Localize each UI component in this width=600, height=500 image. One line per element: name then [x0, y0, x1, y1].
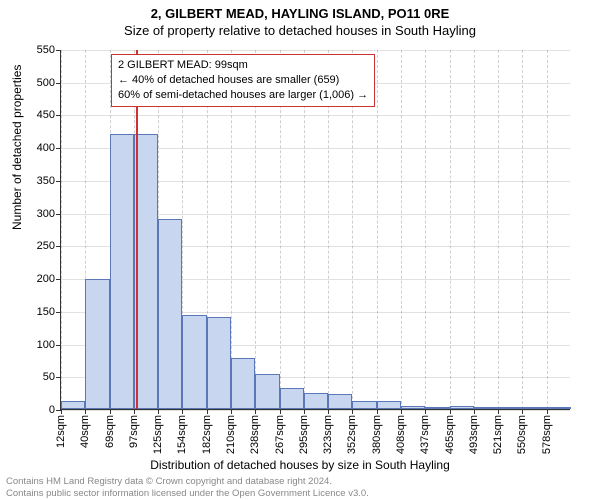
histogram-bar — [328, 394, 352, 409]
gridline-v — [377, 50, 378, 409]
annotation-line: 2 GILBERT MEAD: 99sqm — [118, 58, 368, 73]
footer-line-2: Contains public sector information licen… — [6, 488, 369, 499]
xtick-mark — [304, 409, 305, 414]
xtick-label: 267sqm — [274, 415, 286, 454]
xtick-label: 125sqm — [152, 415, 164, 454]
xtick-label: 323sqm — [322, 415, 334, 454]
ytick-label: 50 — [43, 371, 55, 383]
xtick-label: 578sqm — [541, 415, 553, 454]
ytick-label: 150 — [37, 306, 55, 318]
xtick-mark — [61, 409, 62, 414]
gridline-v — [474, 50, 475, 409]
xtick-label: 154sqm — [176, 415, 188, 454]
xtick-mark — [401, 409, 402, 414]
ytick-label: 500 — [37, 77, 55, 89]
xtick-mark — [134, 409, 135, 414]
gridline-v — [498, 50, 499, 409]
xtick-label: 550sqm — [516, 415, 528, 454]
histogram-bar — [450, 406, 474, 409]
xtick-mark — [498, 409, 499, 414]
ytick-label: 200 — [37, 273, 55, 285]
histogram-bar — [61, 401, 85, 409]
x-axis-label: Distribution of detached houses by size … — [0, 458, 600, 472]
annotation-box: 2 GILBERT MEAD: 99sqm← 40% of detached h… — [111, 54, 375, 107]
xtick-label: 40sqm — [79, 415, 91, 448]
xtick-label: 521sqm — [492, 415, 504, 454]
ytick-label: 450 — [37, 109, 55, 121]
xtick-label: 437sqm — [419, 415, 431, 454]
xtick-label: 182sqm — [201, 415, 213, 454]
histogram-bar — [401, 406, 425, 409]
xtick-label: 352sqm — [346, 415, 358, 454]
y-axis-label: Number of detached properties — [10, 65, 24, 230]
gridline-h — [61, 410, 570, 411]
xtick-mark — [280, 409, 281, 414]
histogram-bar — [352, 401, 376, 409]
histogram-bar — [231, 358, 255, 409]
gridline-v — [450, 50, 451, 409]
xtick-mark — [425, 409, 426, 414]
xtick-label: 210sqm — [225, 415, 237, 454]
histogram-bar — [207, 317, 231, 409]
xtick-mark — [231, 409, 232, 414]
histogram-bar — [498, 407, 522, 409]
xtick-label: 12sqm — [55, 415, 67, 448]
xtick-mark — [255, 409, 256, 414]
gridline-v — [425, 50, 426, 409]
annotation-line: ← 40% of detached houses are smaller (65… — [118, 73, 368, 88]
histogram-bar — [425, 407, 449, 409]
ytick-label: 550 — [37, 44, 55, 56]
histogram-bar — [474, 407, 498, 409]
gridline-v — [547, 50, 548, 409]
gridline-v — [522, 50, 523, 409]
gridline-v — [61, 50, 62, 409]
xtick-mark — [158, 409, 159, 414]
ytick-label: 250 — [37, 240, 55, 252]
xtick-label: 380sqm — [371, 415, 383, 454]
annotation-line: 60% of semi-detached houses are larger (… — [118, 88, 368, 103]
histogram-bar — [182, 315, 206, 409]
chart-title-2: Size of property relative to detached ho… — [0, 23, 600, 38]
xtick-mark — [522, 409, 523, 414]
ytick-label: 100 — [37, 339, 55, 351]
xtick-mark — [474, 409, 475, 414]
histogram-bar — [280, 388, 304, 409]
xtick-label: 465sqm — [444, 415, 456, 454]
xtick-label: 238sqm — [249, 415, 261, 454]
histogram-bar — [110, 134, 134, 409]
xtick-mark — [377, 409, 378, 414]
chart-title-1: 2, GILBERT MEAD, HAYLING ISLAND, PO11 0R… — [0, 6, 600, 21]
xtick-mark — [110, 409, 111, 414]
xtick-mark — [85, 409, 86, 414]
xtick-mark — [328, 409, 329, 414]
xtick-mark — [547, 409, 548, 414]
histogram-bar — [255, 374, 279, 409]
histogram-bar — [304, 393, 328, 409]
xtick-mark — [450, 409, 451, 414]
histogram-bar — [85, 279, 109, 409]
histogram-bar — [158, 219, 182, 409]
xtick-mark — [207, 409, 208, 414]
gridline-v — [401, 50, 402, 409]
xtick-label: 493sqm — [468, 415, 480, 454]
ytick-label: 400 — [37, 142, 55, 154]
xtick-mark — [182, 409, 183, 414]
ytick-label: 300 — [37, 208, 55, 220]
xtick-label: 69sqm — [104, 415, 116, 448]
histogram-bar — [522, 407, 546, 409]
footer-line-1: Contains HM Land Registry data © Crown c… — [6, 476, 369, 487]
ytick-label: 350 — [37, 175, 55, 187]
xtick-label: 408sqm — [395, 415, 407, 454]
attribution-footer: Contains HM Land Registry data © Crown c… — [6, 476, 369, 499]
histogram-bar — [547, 407, 571, 409]
xtick-mark — [352, 409, 353, 414]
chart-plot-area: 05010015020025030035040045050055012sqm40… — [60, 50, 570, 410]
histogram-bar — [377, 401, 401, 409]
xtick-label: 97sqm — [128, 415, 140, 448]
xtick-label: 295sqm — [298, 415, 310, 454]
